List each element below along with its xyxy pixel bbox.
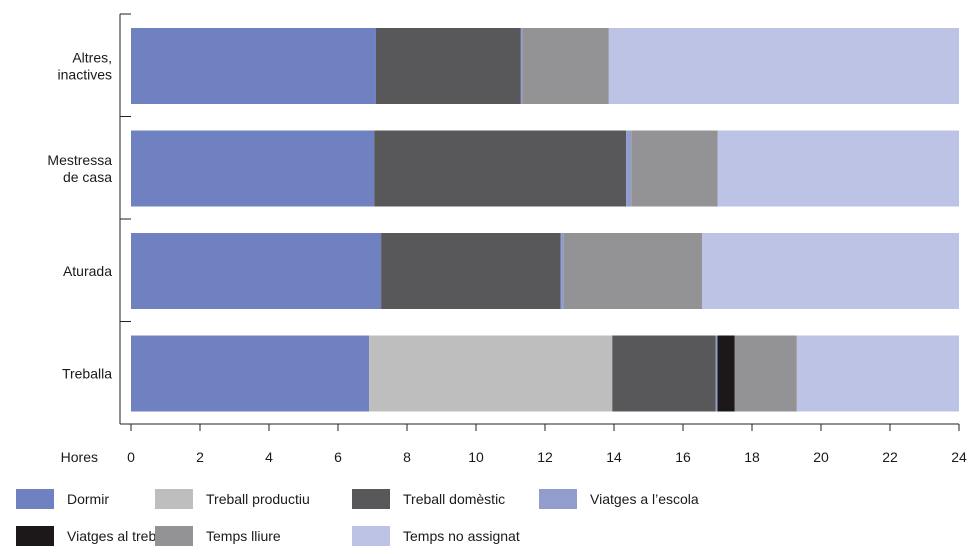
bar-3-series-3	[381, 233, 561, 309]
category-label-1-line-1: Altres,	[72, 50, 112, 66]
bar-1-series-3	[375, 28, 521, 104]
x-tick-label-1: 0	[127, 449, 135, 465]
category-label-1-line-2: inactives	[58, 67, 112, 83]
bar-1-series-1	[131, 28, 376, 104]
bar-1-series-6	[522, 28, 609, 104]
x-tick-label-9: 16	[675, 449, 691, 465]
bar-1-series-4	[520, 28, 523, 104]
category-label-2-line-2: de casa	[63, 169, 112, 185]
category-label-2-line-1: Mestressa	[47, 152, 112, 168]
legend-swatch-1	[16, 489, 54, 509]
x-axis-label: Hores	[61, 449, 98, 465]
x-tick-label-10: 18	[744, 449, 760, 465]
bar-2-series-4	[626, 130, 632, 207]
bar-2-series-3	[374, 130, 627, 207]
bar-2-series-7	[717, 130, 959, 207]
x-tick-label-6: 10	[468, 449, 484, 465]
bar-4-series-2	[369, 335, 613, 412]
x-tick-label-7: 12	[537, 449, 553, 465]
legend-swatch-5	[16, 526, 54, 546]
legend-swatch-2	[155, 489, 193, 509]
legend-swatch-7	[352, 526, 390, 546]
legend-label-4: Viatges a l’escola	[590, 491, 699, 507]
bars	[131, 28, 959, 412]
x-tick-label-5: 8	[403, 449, 411, 465]
x-tick-label-11: 20	[813, 449, 829, 465]
x-tick-label-4: 6	[334, 449, 342, 465]
bar-3-series-1	[131, 233, 382, 309]
x-tick-label-12: 22	[882, 449, 898, 465]
x-tick-label-13: 24	[951, 449, 967, 465]
legend-label-2: Treball productiu	[206, 491, 310, 507]
x-tick-label-3: 4	[265, 449, 273, 465]
bar-2-series-1	[131, 130, 375, 207]
x-axis: Hores 0 2 4 6 8 10 12 14 16 18 20 22 24	[61, 423, 967, 465]
bar-4-series-6	[734, 335, 797, 412]
category-label-3: Aturada	[63, 263, 112, 279]
legend-label-3: Treball domèstic	[403, 491, 505, 507]
legend-swatch-6	[155, 526, 193, 546]
bar-3-series-7	[701, 233, 959, 309]
legend-swatch-4	[539, 489, 577, 509]
legend: Dormir Treball productiu Treball domèstic V…	[16, 489, 699, 546]
bar-4-series-1	[131, 335, 370, 412]
x-tick-label-8: 14	[606, 449, 622, 465]
bar-3-series-6	[563, 233, 702, 309]
legend-label-7: Temps no assignat	[403, 528, 520, 544]
bar-4-series-4	[715, 335, 718, 412]
legend-label-5: Viatges al treball	[67, 528, 170, 544]
bar-1-series-7	[608, 28, 959, 104]
legend-label-6: Temps lliure	[206, 528, 281, 544]
bar-4-series-5	[717, 335, 735, 412]
bar-4-series-3	[612, 335, 716, 412]
legend-swatch-3	[352, 489, 390, 509]
category-label-4: Treballa	[62, 366, 112, 382]
bar-3-series-4	[560, 233, 564, 309]
bar-2-series-6	[631, 130, 718, 207]
legend-label-1: Dormir	[67, 491, 109, 507]
x-tick-label-2: 2	[196, 449, 204, 465]
bar-4-series-7	[796, 335, 959, 412]
